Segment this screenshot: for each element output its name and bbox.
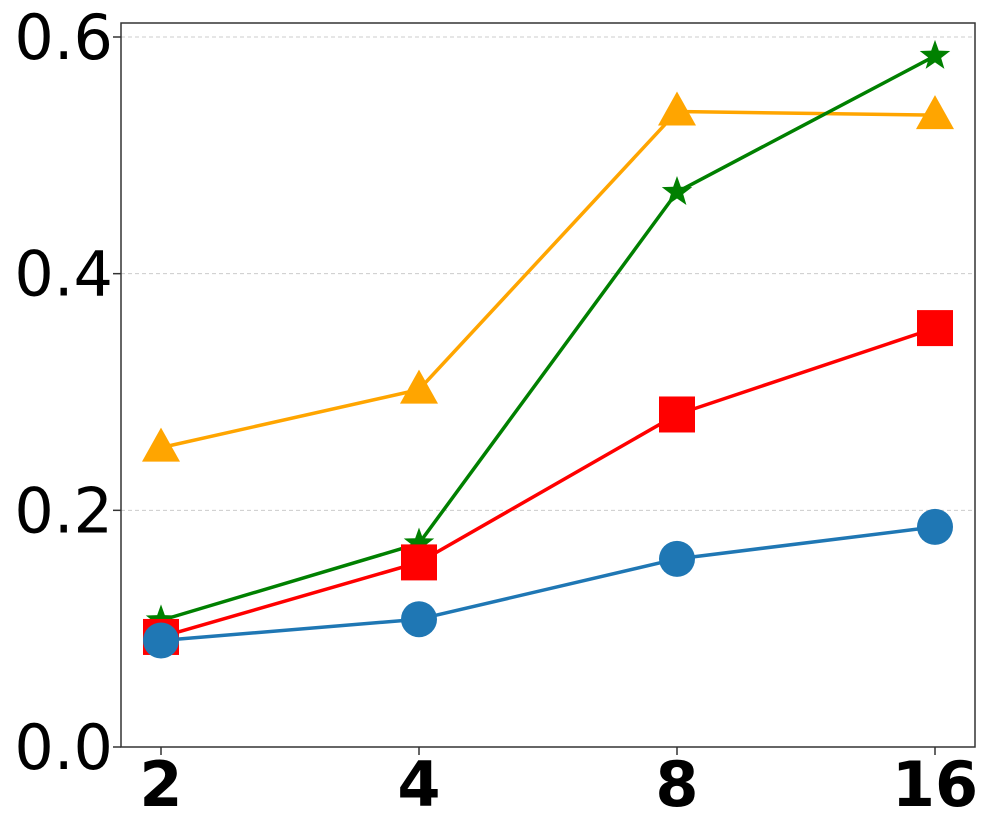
data-point-triangle [400, 369, 438, 404]
data-point-star [661, 176, 693, 205]
series-line [160, 54, 936, 623]
x-tick-label: 8 [655, 748, 698, 821]
data-point-square [917, 310, 953, 347]
data-point-star [919, 39, 951, 69]
x-tick-label: 16 [892, 748, 978, 821]
data-point-square [401, 544, 437, 581]
data-point-triangle [142, 427, 180, 462]
series-markers [142, 39, 954, 659]
data-point-triangle [916, 95, 954, 130]
data-point-square [659, 396, 695, 433]
data-point-circle [143, 622, 179, 659]
series-line [160, 109, 936, 450]
series-line [160, 326, 936, 639]
data-point-triangle [658, 91, 696, 126]
plot-frame [120, 22, 976, 748]
x-tick-label: 4 [397, 748, 440, 821]
y-axis: 0.0 0.2 0.4 0.6 [14, 1, 121, 784]
x-axis: 2 4 8 16 [139, 747, 978, 821]
data-point-circle [401, 601, 437, 638]
y-tick-label: 0.4 [14, 238, 113, 311]
series-lines [160, 54, 936, 643]
x-tick-label: 2 [139, 748, 182, 821]
data-point-star [145, 604, 177, 634]
data-point-circle [917, 508, 953, 545]
series-line [160, 525, 936, 643]
y-tick-label: 0.0 [14, 711, 113, 784]
data-point-star [403, 527, 435, 557]
gridlines [121, 36, 975, 511]
y-tick-label: 0.2 [14, 474, 113, 547]
y-tick-label: 0.6 [14, 1, 113, 74]
data-point-circle [659, 540, 695, 577]
